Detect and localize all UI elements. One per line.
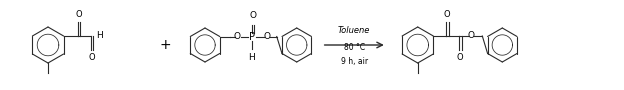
Text: O: O xyxy=(468,31,475,40)
Text: O: O xyxy=(249,11,256,20)
Text: O: O xyxy=(76,10,82,19)
Text: 80 °C: 80 °C xyxy=(344,42,365,51)
Text: +: + xyxy=(159,38,171,52)
Text: Toluene: Toluene xyxy=(338,26,371,35)
Text: H: H xyxy=(97,31,104,40)
Text: H: H xyxy=(248,53,255,62)
Text: O: O xyxy=(263,32,270,41)
Text: P: P xyxy=(249,31,255,41)
Text: O: O xyxy=(233,32,240,41)
Text: 9 h, air: 9 h, air xyxy=(341,57,368,66)
Text: O: O xyxy=(88,53,95,62)
Text: O: O xyxy=(444,10,451,19)
Text: O: O xyxy=(457,53,464,62)
